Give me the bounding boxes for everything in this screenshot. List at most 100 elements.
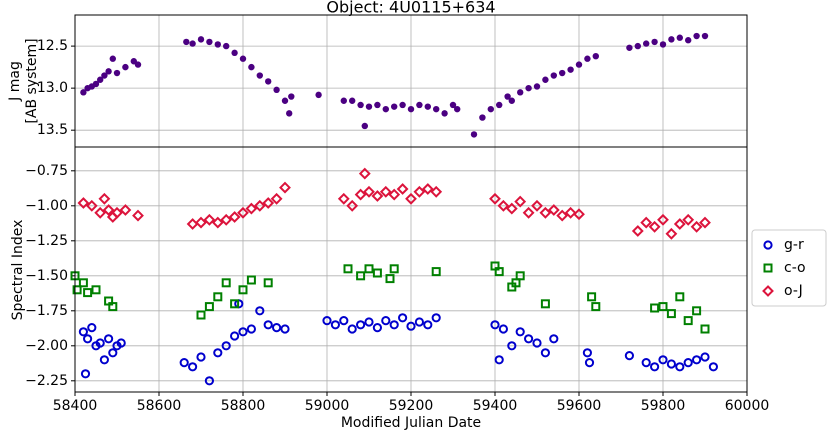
point	[641, 358, 651, 368]
point	[701, 32, 709, 40]
point	[382, 105, 389, 113]
point	[651, 38, 658, 46]
point	[539, 206, 552, 219]
point	[346, 199, 359, 212]
point	[522, 206, 535, 219]
point	[504, 93, 511, 100]
point	[643, 40, 650, 47]
point	[204, 376, 214, 386]
point	[357, 101, 364, 109]
point	[196, 310, 206, 320]
x-tick-label: 58400	[53, 398, 98, 414]
point	[665, 227, 678, 240]
y-tick-label: 12.5	[37, 38, 68, 54]
point	[391, 103, 398, 110]
point	[700, 324, 710, 334]
point	[515, 327, 525, 337]
point	[343, 264, 353, 274]
point	[83, 334, 93, 344]
point	[87, 323, 97, 333]
point	[659, 41, 667, 48]
point	[531, 199, 543, 212]
point	[197, 36, 205, 43]
y-tick-label: −0.75	[25, 163, 68, 179]
x-tick-label: 59800	[641, 398, 686, 414]
point	[204, 302, 214, 312]
point	[286, 110, 293, 117]
point	[183, 38, 190, 46]
point	[122, 63, 129, 71]
point	[72, 285, 82, 295]
point	[363, 185, 375, 198]
point	[575, 61, 583, 68]
y-tick-label: 13.0	[37, 80, 68, 96]
x-tick-label: 60000	[725, 398, 770, 414]
point	[564, 206, 577, 219]
point	[213, 348, 223, 358]
point	[78, 278, 88, 288]
point	[94, 206, 107, 219]
point	[666, 359, 677, 369]
point	[102, 204, 115, 216]
point	[700, 352, 710, 362]
point	[80, 89, 87, 96]
point	[505, 202, 518, 215]
x-tick-label: 59000	[305, 398, 350, 414]
point	[634, 42, 641, 50]
point	[246, 324, 256, 334]
point	[556, 209, 569, 222]
point	[507, 341, 517, 351]
point	[83, 288, 93, 298]
point	[479, 114, 486, 121]
point	[279, 181, 291, 194]
point	[389, 264, 399, 274]
point	[365, 103, 373, 110]
point	[699, 216, 711, 229]
point	[517, 89, 524, 96]
x-tick-label: 59600	[557, 398, 602, 414]
point	[80, 369, 91, 379]
point	[237, 206, 249, 219]
x-axis-label: Modified Julian Date	[341, 415, 481, 431]
point	[220, 213, 233, 226]
point	[322, 316, 332, 326]
point	[675, 292, 685, 302]
point	[430, 185, 443, 198]
x-tick-label: 59200	[389, 398, 434, 414]
point	[673, 218, 686, 230]
point	[372, 323, 382, 333]
point	[650, 303, 660, 313]
point	[650, 362, 660, 372]
point	[214, 41, 221, 48]
y-tick-label: −2.00	[25, 338, 68, 354]
point	[592, 52, 599, 60]
point	[379, 185, 392, 198]
point	[189, 40, 196, 47]
plot-area	[70, 167, 719, 386]
point	[104, 334, 114, 344]
point	[91, 285, 101, 295]
point	[223, 42, 230, 50]
point	[433, 105, 440, 113]
x-tick-label: 58800	[221, 398, 266, 414]
point	[524, 334, 534, 344]
point	[676, 34, 683, 41]
point	[262, 197, 275, 209]
point	[431, 267, 441, 277]
point	[640, 216, 653, 229]
point	[405, 192, 417, 205]
point	[498, 324, 508, 334]
point	[270, 192, 283, 205]
point	[108, 348, 118, 358]
point	[489, 192, 501, 205]
point	[496, 101, 503, 109]
point	[356, 320, 366, 330]
point	[454, 105, 461, 113]
point	[354, 188, 367, 201]
point	[356, 271, 366, 281]
point	[692, 306, 702, 316]
point	[591, 302, 601, 312]
point	[549, 334, 559, 344]
point	[424, 103, 431, 110]
point	[101, 72, 108, 79]
